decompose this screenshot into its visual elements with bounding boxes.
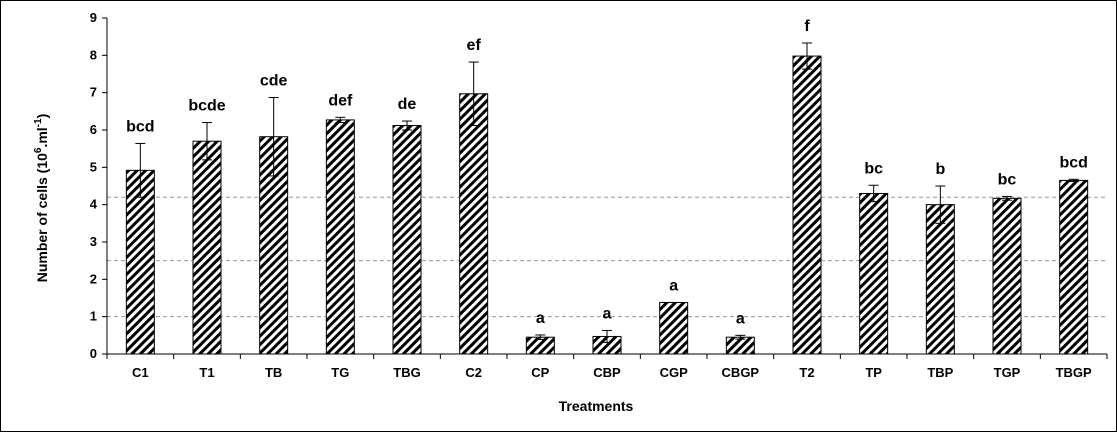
bar-TBG	[392, 125, 422, 355]
significance-label-TBG: de	[398, 96, 417, 113]
y-axis-title-sup-2: -1	[33, 118, 44, 127]
y-tick-label-3: 3	[90, 234, 97, 249]
x-tick-label-TG: TG	[331, 365, 349, 380]
y-tick-label-9: 9	[90, 10, 97, 25]
y-tick-label-6: 6	[90, 122, 97, 137]
y-tick-label-5: 5	[90, 159, 97, 174]
significance-label-T1: bcde	[188, 98, 225, 115]
y-axis-title-main: Number of cells (10	[34, 153, 50, 282]
gridlines	[107, 196, 1107, 318]
y-tick-label-7: 7	[90, 85, 97, 100]
significance-label-C1: bcd	[126, 118, 154, 135]
bar-TGP	[992, 197, 1022, 355]
y-axis-title: Number of cells (106.ml-1)	[33, 114, 50, 283]
x-tick-label-C2: C2	[465, 365, 482, 380]
significance-label-TP: bc	[864, 160, 883, 177]
bar-CGP	[659, 301, 689, 355]
significance-label-CP: a	[536, 310, 545, 327]
significance-label-CBP: a	[603, 305, 612, 322]
significance-label-TBP: b	[935, 161, 945, 178]
error-bar-C1	[135, 142, 146, 198]
x-tick-label-TGP: TGP	[994, 365, 1021, 380]
x-tick-label-T2: T2	[799, 365, 814, 380]
error-bar-TGP	[1002, 195, 1012, 201]
bar-T2	[792, 55, 822, 355]
error-bar-TP	[868, 184, 879, 203]
x-tick-label-CBGP: CBGP	[722, 365, 760, 380]
y-tick-label-2: 2	[90, 271, 97, 286]
axes	[102, 17, 1108, 359]
x-tick-label-CGP: CGP	[660, 365, 689, 380]
y-axis-title-end: )	[34, 114, 50, 119]
bars	[125, 55, 1089, 355]
significance-labels: bcd bcde cde def de ef a a a a f bc b bc bcd	[126, 18, 1088, 327]
significance-label-TG: def	[328, 92, 353, 109]
error-bar-TG	[335, 116, 346, 124]
error-bar-CBP	[602, 329, 612, 343]
bar-T1	[192, 140, 222, 355]
x-tick-label-TB: TB	[265, 365, 282, 380]
y-axis-title-mid: .ml	[34, 127, 50, 147]
error-bar-CP	[535, 334, 546, 340]
x-tick-label-TBP: TBP	[927, 365, 953, 380]
significance-label-T2: f	[804, 18, 810, 35]
y-tick-label-4: 4	[90, 197, 98, 212]
bar-CBGP	[725, 336, 755, 355]
y-tick-label-8: 8	[90, 47, 97, 62]
bar-C2	[459, 93, 489, 355]
x-tick-label-TBGP: TBGP	[1056, 365, 1092, 380]
error-bar-C2	[468, 61, 479, 127]
error-bar-TBGP	[1068, 178, 1079, 183]
significance-label-CBGP: a	[736, 310, 745, 327]
significance-label-TBGP: bcd	[1059, 154, 1087, 171]
error-bar-TBG	[402, 120, 412, 131]
x-tick-label-TP: TP	[865, 365, 882, 380]
x-tick-labels: C1 T1 TB TG TBG C2 CP CBP CGP CBGP T2 TP TBP TGP TBGP	[132, 365, 1092, 380]
bar-TG	[325, 119, 355, 355]
bar-TP	[859, 192, 889, 355]
error-bar-T1	[202, 122, 212, 161]
x-tick-label-C1: C1	[132, 365, 149, 380]
error-bar-TB	[268, 97, 279, 177]
error-bar-T2	[802, 42, 812, 70]
significance-label-CGP: a	[669, 277, 678, 294]
x-axis-title: Treatments	[559, 398, 634, 414]
bar-TBP	[925, 204, 955, 355]
significance-label-TB: cde	[260, 73, 288, 90]
y-axis-title-sup-1: 6	[33, 147, 44, 153]
x-tick-label-CBP: CBP	[593, 365, 621, 380]
bar-TBGP	[1059, 179, 1089, 355]
x-tick-label-TBG: TBG	[393, 365, 420, 380]
error-bars	[135, 42, 1079, 343]
significance-label-TGP: bc	[998, 171, 1017, 188]
y-tick-label-0: 0	[90, 346, 97, 361]
x-tick-label-T1: T1	[199, 365, 214, 380]
y-tick-labels: 0 1 2 3 4 5 6 7 8 9	[90, 10, 98, 361]
error-bar-TBP	[935, 185, 946, 224]
significance-label-C2: ef	[467, 37, 482, 54]
x-tick-label-CP: CP	[531, 365, 549, 380]
error-bar-CBGP	[735, 334, 746, 340]
y-tick-label-1: 1	[90, 309, 97, 324]
bar-C1	[125, 169, 155, 355]
